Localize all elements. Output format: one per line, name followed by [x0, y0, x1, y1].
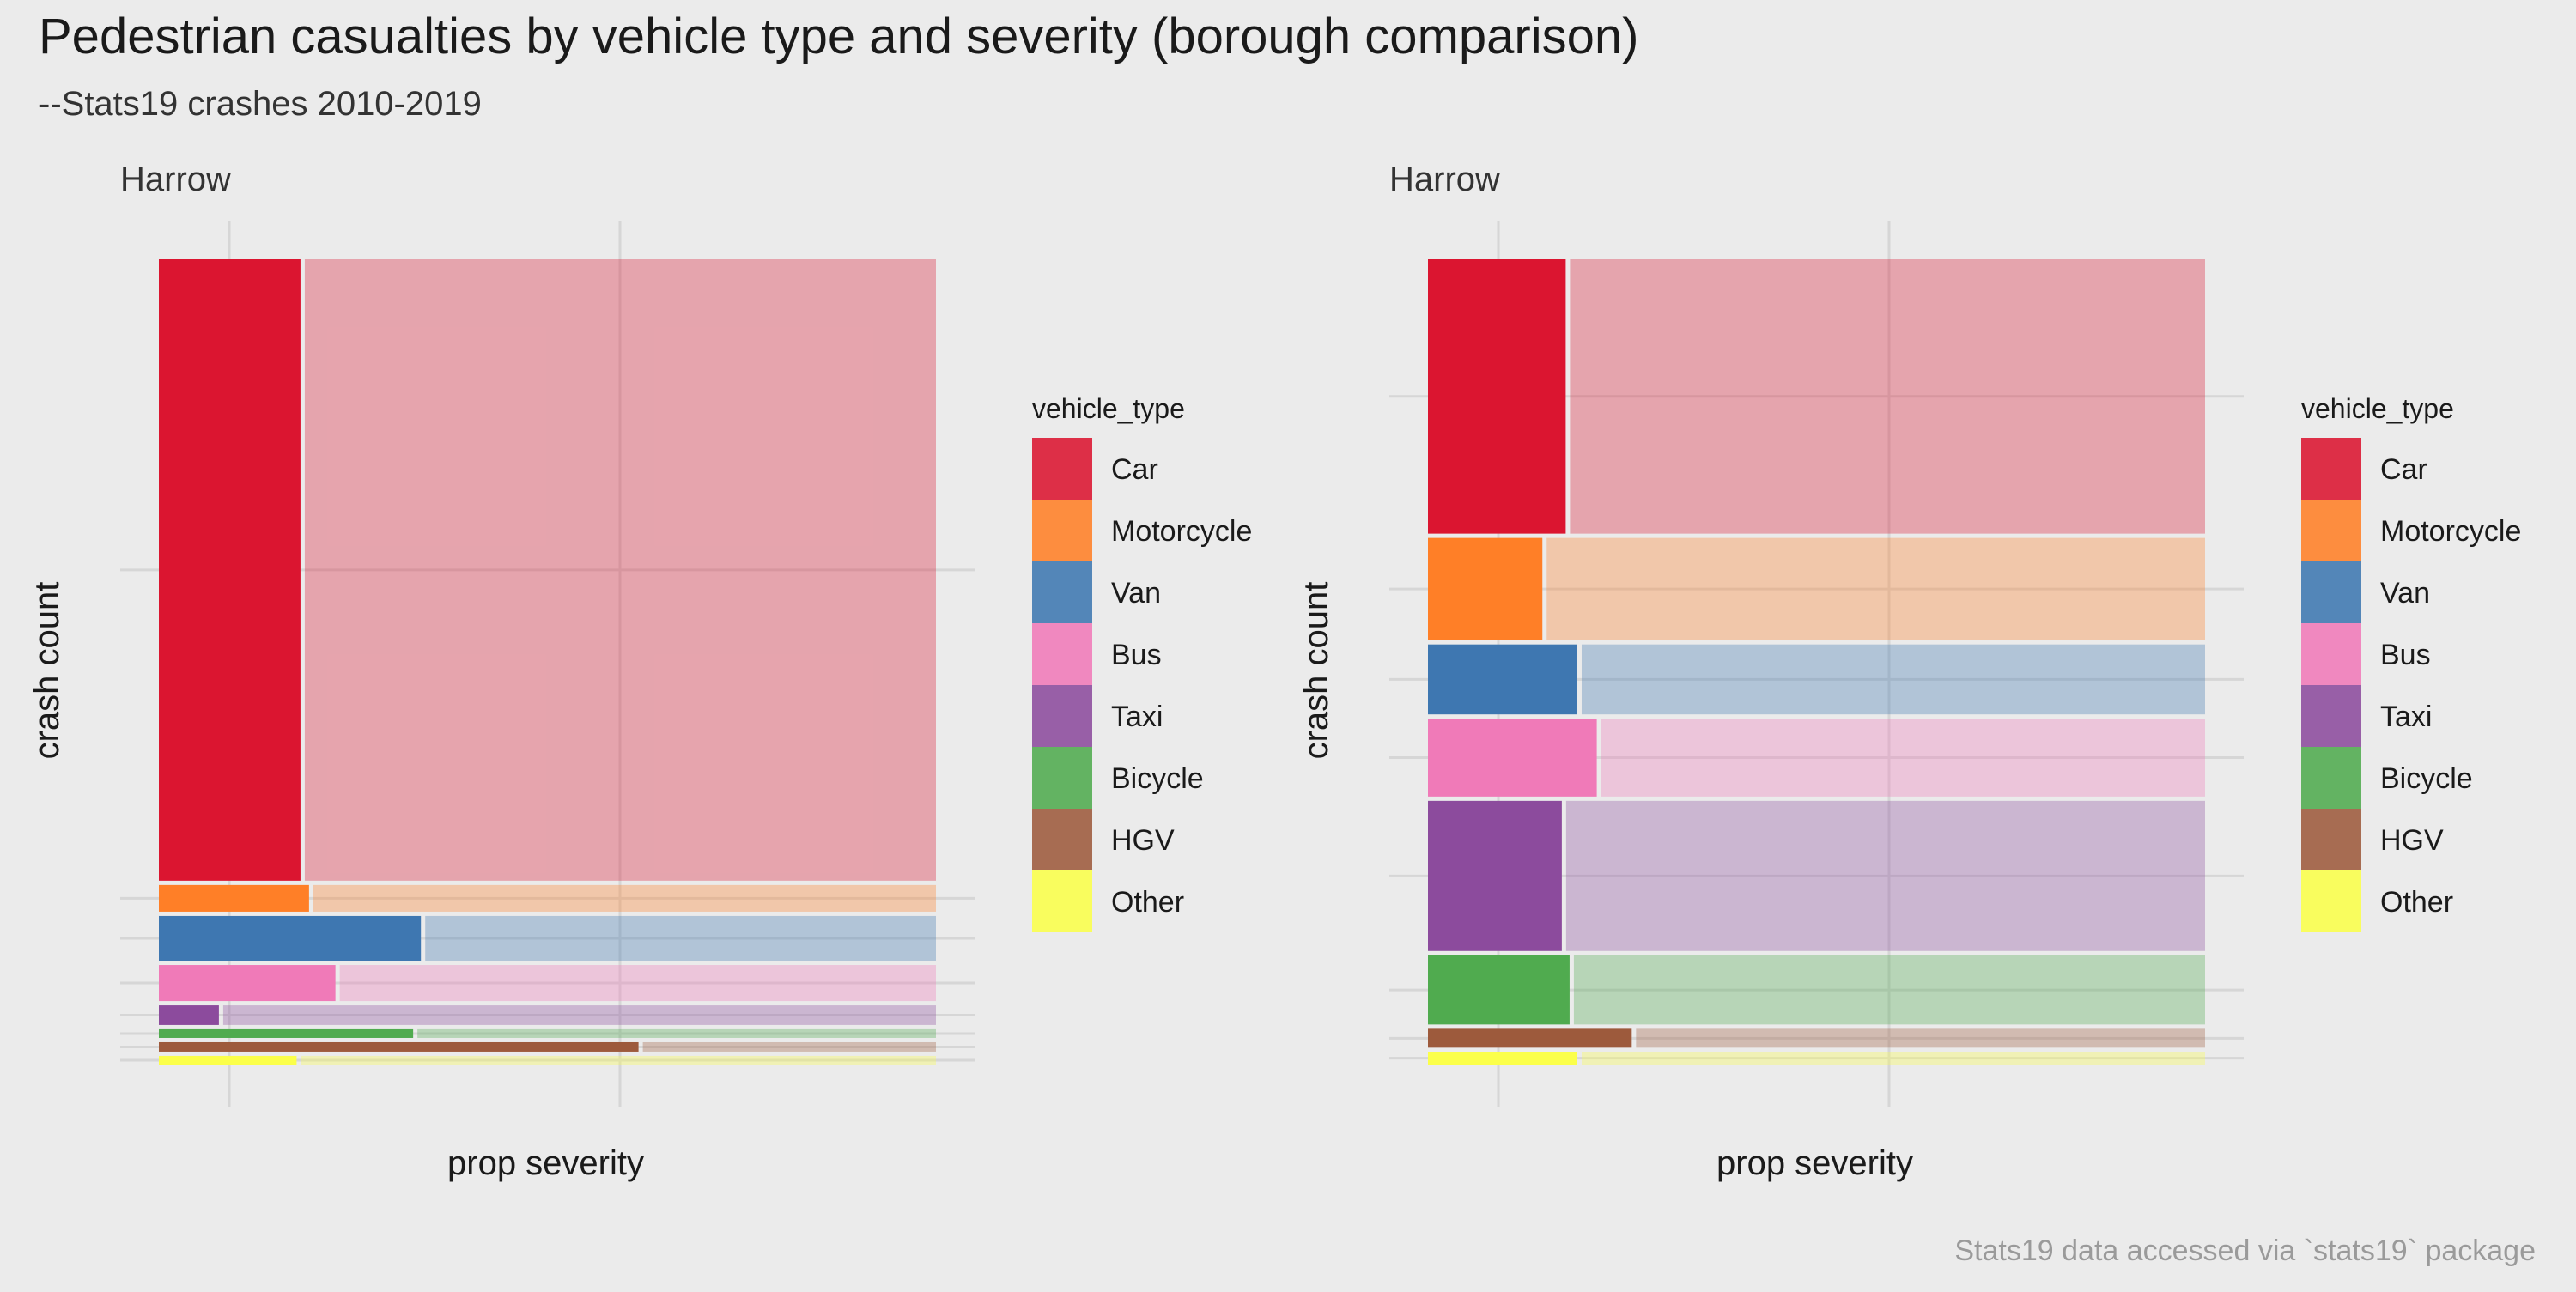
tile-hgv-slight: [642, 1041, 936, 1052]
tile-bus-ksi: [159, 965, 336, 1002]
legend-label-car: Car: [2380, 453, 2427, 486]
legend-key-van: [1032, 561, 1092, 623]
legend-key-bicycle: [1032, 747, 1092, 809]
legend-key-car: [2301, 438, 2361, 500]
legend-label-motorcycle: Motorcycle: [1111, 515, 1252, 548]
legend-label-van: Van: [2380, 577, 2430, 610]
legend-label-bicycle: Bicycle: [1111, 762, 1204, 795]
tile-other-ksi: [159, 1055, 297, 1065]
legend-title: vehicle_type: [2301, 393, 2454, 424]
tile-taxi-ksi: [1428, 800, 1562, 951]
legend-label-hgv: HGV: [1111, 824, 1175, 857]
legend-key-taxi: [1032, 685, 1092, 747]
tile-hgv-slight: [1636, 1028, 2205, 1048]
mosaic-panel-2: Harrow prop severity crash count vehicle_ty…: [1297, 161, 2521, 1182]
legend-label-motorcycle: Motorcycle: [2380, 515, 2521, 548]
tile-bicycle-ksi: [1428, 955, 1570, 1025]
chart-caption: Stats19 data accessed via `stats19` pack…: [1954, 1234, 2536, 1267]
tile-car-slight: [304, 259, 936, 881]
legend-key-bicycle: [2301, 747, 2361, 809]
tile-bicycle-slight: [1573, 955, 2205, 1025]
legend-label-hgv: HGV: [2380, 824, 2444, 857]
legend-key-bus: [1032, 623, 1092, 685]
tile-taxi-slight: [222, 1005, 936, 1025]
legend-label-bicycle: Bicycle: [2380, 762, 2473, 795]
tile-taxi-slight: [1565, 800, 2205, 951]
tile-motorcycle-slight: [313, 884, 936, 912]
tile-bicycle-ksi: [159, 1028, 414, 1038]
tile-car-ksi: [159, 259, 301, 881]
panel-title: Harrow: [120, 161, 231, 198]
legend-key-other: [2301, 870, 2361, 932]
tile-taxi-ksi: [159, 1005, 219, 1025]
chart-title: Pedestrian casualties by vehicle type an…: [39, 9, 1638, 64]
tile-motorcycle-slight: [1546, 537, 2205, 640]
legend-key-other: [1032, 870, 1092, 932]
tile-van-ksi: [1428, 644, 1577, 715]
legend-key-hgv: [2301, 809, 2361, 870]
tile-bus-slight: [1601, 719, 2205, 797]
x-axis-label: prop severity: [447, 1144, 644, 1182]
tile-hgv-ksi: [159, 1041, 639, 1052]
legend-key-hgv: [1032, 809, 1092, 870]
y-axis-label: crash count: [1297, 582, 1335, 760]
tile-car-ksi: [1428, 259, 1566, 534]
legend-key-bus: [2301, 623, 2361, 685]
tile-car-slight: [1570, 259, 2205, 534]
legend-label-bus: Bus: [2380, 639, 2431, 671]
legend-key-van: [2301, 561, 2361, 623]
tile-other-slight: [1581, 1052, 2205, 1065]
tile-motorcycle-ksi: [1428, 537, 1543, 640]
tile-van-slight: [1581, 644, 2205, 715]
tile-bus-ksi: [1428, 719, 1597, 797]
legend-label-taxi: Taxi: [2380, 701, 2432, 733]
legend: vehicle_type Car Motorcycle Van Bus Taxi Bicyc…: [1032, 393, 1252, 932]
legend-title: vehicle_type: [1032, 393, 1185, 424]
legend-label-car: Car: [1111, 453, 1158, 486]
chart-subtitle: --Stats19 crashes 2010-2019: [39, 85, 482, 123]
legend-label-other: Other: [2380, 886, 2453, 919]
legend-key-motorcycle: [1032, 500, 1092, 561]
panel-title: Harrow: [1389, 161, 1500, 198]
legend-label-bus: Bus: [1111, 639, 1162, 671]
tile-van-slight: [425, 915, 936, 961]
panels: Harrow prop severity crash count vehicle_ty…: [28, 161, 2521, 1182]
legend-label-other: Other: [1111, 886, 1184, 919]
tile-van-ksi: [159, 915, 422, 961]
legend-label-taxi: Taxi: [1111, 701, 1163, 733]
legend-label-van: Van: [1111, 577, 1161, 610]
legend: vehicle_type Car Motorcycle Van Bus Taxi Bicyc…: [2301, 393, 2521, 932]
x-axis-label: prop severity: [1716, 1144, 1913, 1182]
tile-other-slight: [301, 1055, 936, 1065]
tile-motorcycle-ksi: [159, 884, 309, 912]
tile-other-ksi: [1428, 1052, 1577, 1065]
tile-bus-slight: [339, 965, 936, 1002]
legend-key-car: [1032, 438, 1092, 500]
tile-hgv-ksi: [1428, 1028, 1632, 1048]
mosaic-panel-1: Harrow prop severity crash count vehicle_ty…: [28, 161, 1252, 1182]
legend-key-motorcycle: [2301, 500, 2361, 561]
y-axis-label: crash count: [28, 582, 66, 760]
legend-key-taxi: [2301, 685, 2361, 747]
tile-bicycle-slight: [417, 1028, 936, 1038]
